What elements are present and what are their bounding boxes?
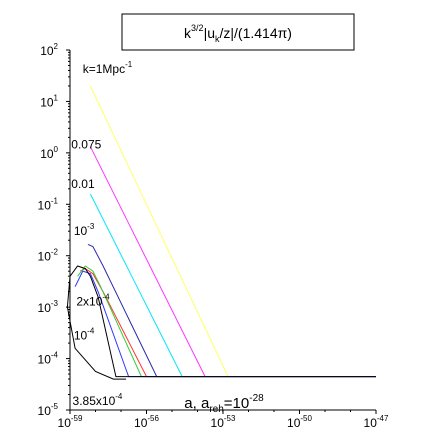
x-tick-label: 10-47 [364,414,389,430]
curve-label-k-385e-4-exp: -4 [115,392,123,401]
xlabel-pre: a, a [184,395,210,412]
x-tick-label-exp: -59 [71,414,83,423]
curve-label-k-2e-4-exp: -4 [102,293,110,302]
curve-label-k-001-base: 0.01 [71,177,95,191]
curve-label-k-2e-4: 2x10-4 [76,293,110,309]
y-tick-label: 10-1 [38,196,59,212]
series-line-6 [74,270,376,378]
series-line-1 [89,146,376,378]
y-tick-label-base: 10 [40,44,54,58]
series-line-3 [87,243,376,378]
y-tick-label: 100 [40,145,58,161]
y-tick-label-exp: 2 [54,42,59,51]
curve-label-k-0075: 0.075 [71,138,101,152]
y-tick-label-exp: -4 [51,351,59,360]
x-tick-label-base: 10 [287,416,301,430]
x-tick-label-exp: -56 [147,414,159,423]
title-sup: 3/2 [191,23,204,33]
x-tick-label-exp: -50 [300,414,312,423]
curve-label-k-1e-4: 10-4 [74,327,95,343]
xlabel-sup: -28 [249,393,264,404]
curve-label-k-1: k=1Mpc-1 [83,60,133,76]
y-tick-label: 10-2 [38,248,59,264]
y-tick-label-exp: 0 [54,145,59,154]
curve-label-k-1e-3-exp: -3 [87,222,95,231]
y-tick-label-exp: -2 [51,248,59,257]
x-axis-label: a, areh=10-28 [184,393,264,415]
y-tick-label-base: 10 [38,353,52,367]
xlabel-sub: reh [209,404,223,415]
title-mid: |u [204,25,215,41]
y-tick-label-exp: -1 [51,196,59,205]
x-tick-label: 10-59 [58,414,83,430]
x-tick-label: 10-50 [287,414,312,430]
curve-label-k-2e-4-base: 2x10 [76,295,102,309]
y-tick-label: 101 [40,93,58,109]
x-tick-label-base: 10 [364,416,378,430]
y-tick-label-base: 10 [38,301,52,315]
title-end: /z|/(1.414π) [220,25,292,41]
x-tick-label-exp: -47 [377,414,389,423]
y-tick-label-base: 10 [38,198,52,212]
curve-label-k-1e-3: 10-3 [74,222,95,238]
y-tick-label-exp: -3 [51,299,59,308]
x-tick-label: 10-53 [211,414,236,430]
y-tick-label-base: 10 [40,95,54,109]
series-line-4 [79,268,376,378]
series-line-0 [89,85,376,378]
title-box: k3/2|uk/z|/(1.414π) [121,13,355,51]
curve-label-k-1e-3-base: 10 [74,224,88,238]
series-line-7 [66,265,376,380]
curves [66,85,376,380]
curve-label-k-385e-4: 3.85x10-4 [73,392,123,408]
y-tick-label: 10-4 [38,351,59,367]
x-tick-label-exp: -53 [224,414,236,423]
y-tick-label: 10-3 [38,299,59,315]
title-sub: k [215,34,220,44]
curve-label-k-0075-base: 0.075 [71,138,101,152]
y-tick-label-base: 10 [38,250,52,264]
curve-label-k-1e-4-exp: -4 [87,327,95,336]
title-main: k [184,25,192,41]
curve-label-k-1-base: k=1Mpc [83,62,125,76]
chart-title: k3/2|uk/z|/(1.414π) [184,23,292,44]
curve-label-k-001: 0.01 [71,177,95,191]
y-tick-label-exp: 1 [54,93,59,102]
y-tick-label-base: 10 [38,404,52,418]
curve-label-k-1e-4-base: 10 [74,329,88,343]
x-tick-label-base: 10 [58,416,72,430]
curve-label-k-1-exp: -1 [125,60,133,69]
y-tick-label-exp: -5 [51,402,59,411]
x-tick-label-base: 10 [134,416,148,430]
x-ticks: 10-59 10-56 10-53 10-50 10-47 [58,410,389,430]
x-tick-label-base: 10 [211,416,225,430]
y-tick-label-base: 10 [40,147,54,161]
x-tick-label: 10-56 [134,414,159,430]
series-line-2 [89,193,376,378]
xlabel-post: =10 [224,395,249,412]
title-frame [121,13,355,51]
y-tick-label: 10-5 [38,402,59,418]
y-tick-label: 102 [40,42,58,58]
curve-label-k-385e-4-base: 3.85x10 [73,394,116,408]
